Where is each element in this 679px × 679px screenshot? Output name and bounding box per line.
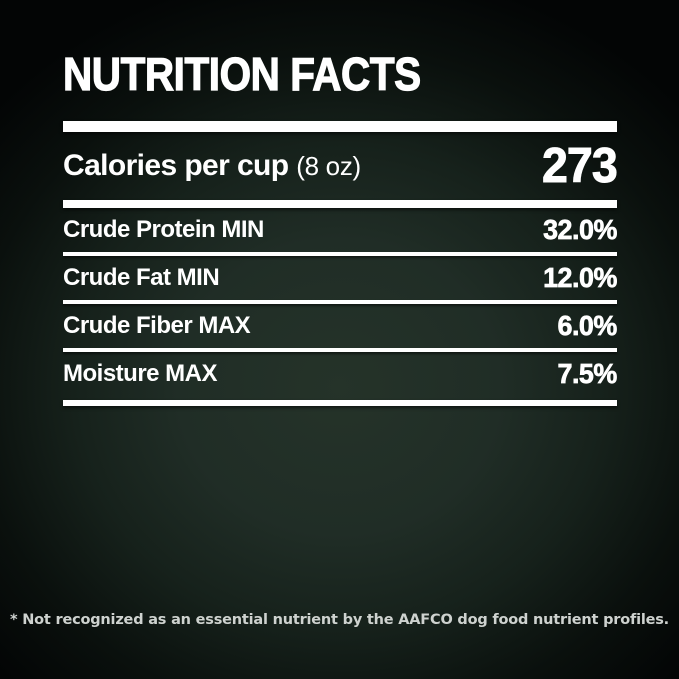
nutrient-table: Crude Protein MIN 32.0% Crude Fat MIN 12… [63,208,618,396]
divider-medium [63,200,617,208]
nutrient-name: Crude Fiber MAX [63,312,251,339]
divider-thick-bottom [63,400,617,406]
nutrient-value: 7.5% [557,358,618,390]
nutrient-value: 32.0% [543,214,618,246]
nutrient-name: Moisture MAX [63,360,218,387]
table-row: Crude Protein MIN 32.0% [63,208,618,252]
calories-label-text: Calories per cup [63,149,289,182]
page-title: NUTRITION FACTS [62,48,421,100]
calories-label: Calories per cup (8 oz) [63,149,361,183]
calories-value: 273 [542,139,619,194]
nutrient-value: 6.0% [557,310,618,342]
row-divider [63,300,617,304]
table-row: Crude Fat MIN 12.0% [63,256,618,300]
calories-unit: (8 oz) [296,151,361,181]
table-row: Moisture MAX 7.5% [63,352,618,396]
row-divider [63,348,617,352]
nutrient-name: Crude Protein MIN [63,216,264,243]
row-divider [63,252,617,256]
calories-row: Calories per cup (8 oz) 273 [63,132,619,200]
aafco-footnote: * Not recognized as an essential nutrien… [10,612,669,628]
nutrient-name: Crude Fat MIN [63,264,220,291]
table-row: Crude Fiber MAX 6.0% [63,304,618,348]
nutrient-value: 12.0% [543,262,618,294]
divider-thick-top [63,121,617,132]
